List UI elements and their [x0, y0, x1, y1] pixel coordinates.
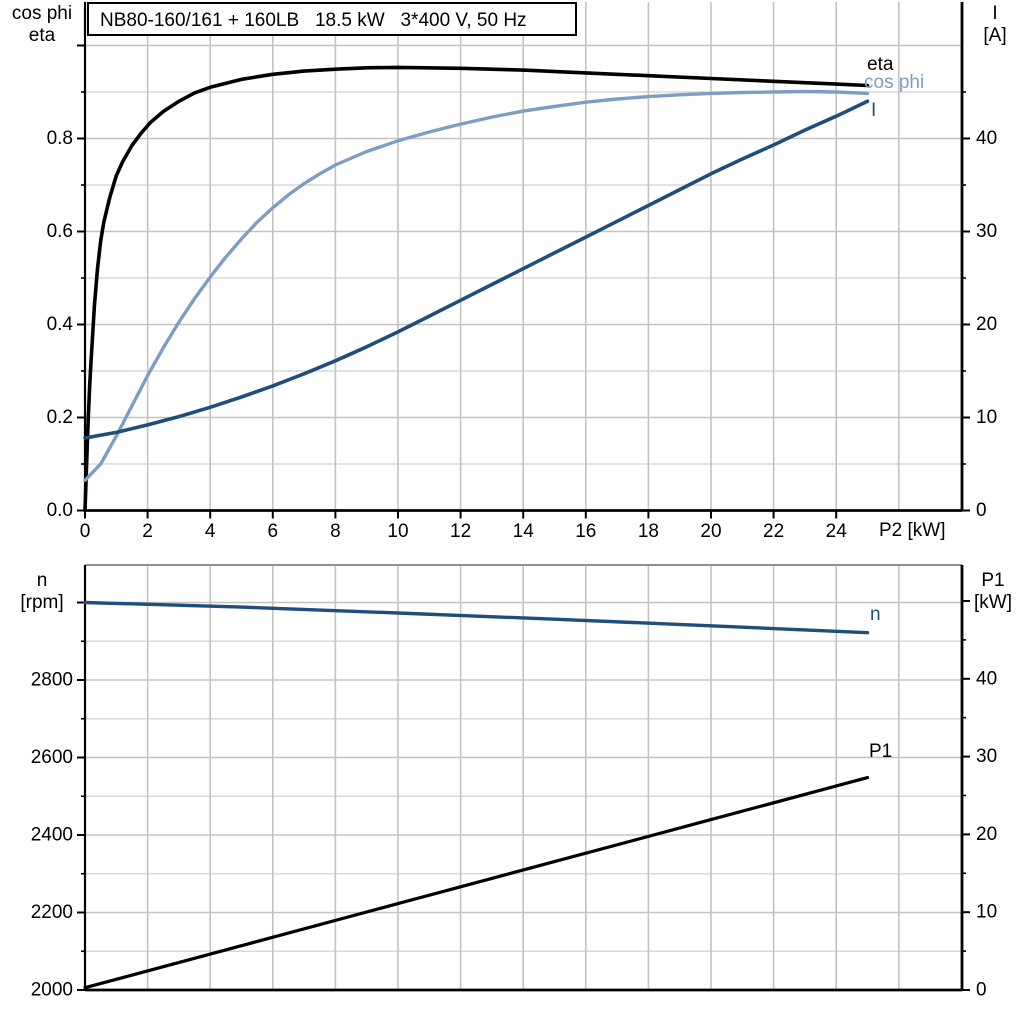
axis-title-line: [A]	[983, 25, 1007, 46]
axis-title-line: cos phi	[11, 3, 73, 24]
x-tick-label: 16	[575, 521, 596, 542]
x-tick-label: 10	[387, 521, 408, 542]
bottom-left-axis-title: n [rpm]	[0, 570, 84, 614]
current-curve-label: I	[871, 100, 877, 121]
left-tick-label: 2400	[31, 825, 73, 846]
chart-title-box: NB80-160/161 + 160LB 18.5 kW 3*400 V, 50…	[87, 2, 577, 36]
axis-title-line: [rpm]	[20, 592, 64, 613]
right-tick-label: 40	[976, 128, 997, 149]
right-tick-label: 30	[976, 746, 997, 767]
axis-title-line: P1	[981, 570, 1005, 591]
eta-curve-label: eta	[867, 54, 894, 75]
x-tick-label: 20	[700, 521, 721, 542]
x-tick-label: 8	[330, 521, 341, 542]
cos-phi-curve	[83, 89, 870, 482]
right-tick-label: 30	[976, 221, 997, 242]
p1-curve-label: P1	[869, 741, 893, 762]
right-tick-label: 10	[976, 902, 997, 923]
left-tick-label: 0.0	[47, 500, 73, 521]
right-tick-label: 20	[976, 314, 997, 335]
left-tick-label: 2000	[31, 980, 73, 1001]
x-tick-label: 22	[763, 521, 784, 542]
axis-title-line: eta	[28, 25, 56, 46]
cos-phi-curve-label: cos phi	[864, 72, 925, 93]
x-tick-label: 2	[142, 521, 153, 542]
x-tick-label: 12	[450, 521, 471, 542]
right-tick-label: 0	[976, 500, 987, 521]
left-tick-label: 0.6	[47, 221, 73, 242]
left-tick-label: 0.8	[47, 128, 73, 149]
x-tick-label: 24	[826, 521, 848, 542]
i-curve	[83, 99, 870, 440]
bottom-right-axis-title: P1 [kW]	[962, 570, 1024, 614]
left-tick-label: 0.4	[47, 314, 74, 335]
x-tick-label: 18	[638, 521, 659, 542]
top-left-axis-title: cos phi eta	[0, 3, 84, 47]
right-tick-label: 40	[976, 668, 997, 689]
left-tick-label: 0.2	[47, 407, 73, 428]
left-tick-label: 2200	[31, 902, 73, 923]
axis-title-line: n	[36, 570, 48, 591]
x-tick-label: 4	[205, 521, 216, 542]
axis-title-line: [kW]	[974, 592, 1012, 613]
speed-curve-label: n	[870, 604, 881, 625]
axis-title-line: I	[992, 3, 998, 24]
right-tick-label: 10	[976, 407, 997, 428]
n-curve	[83, 600, 870, 635]
left-tick-label: 2600	[31, 747, 73, 768]
x-tick-label: 14	[513, 521, 535, 542]
eta-curve	[83, 65, 870, 513]
x-axis-unit-label: P2 [kW]	[879, 520, 946, 541]
right-tick-label: 0	[976, 980, 987, 1001]
right-tick-label: 20	[976, 824, 997, 845]
left-tick-label: 2800	[31, 670, 73, 691]
p1-curve	[83, 776, 870, 990]
top-right-axis-title: I [A]	[966, 3, 1024, 47]
x-tick-label: 0	[80, 521, 91, 542]
x-tick-label: 6	[268, 521, 279, 542]
